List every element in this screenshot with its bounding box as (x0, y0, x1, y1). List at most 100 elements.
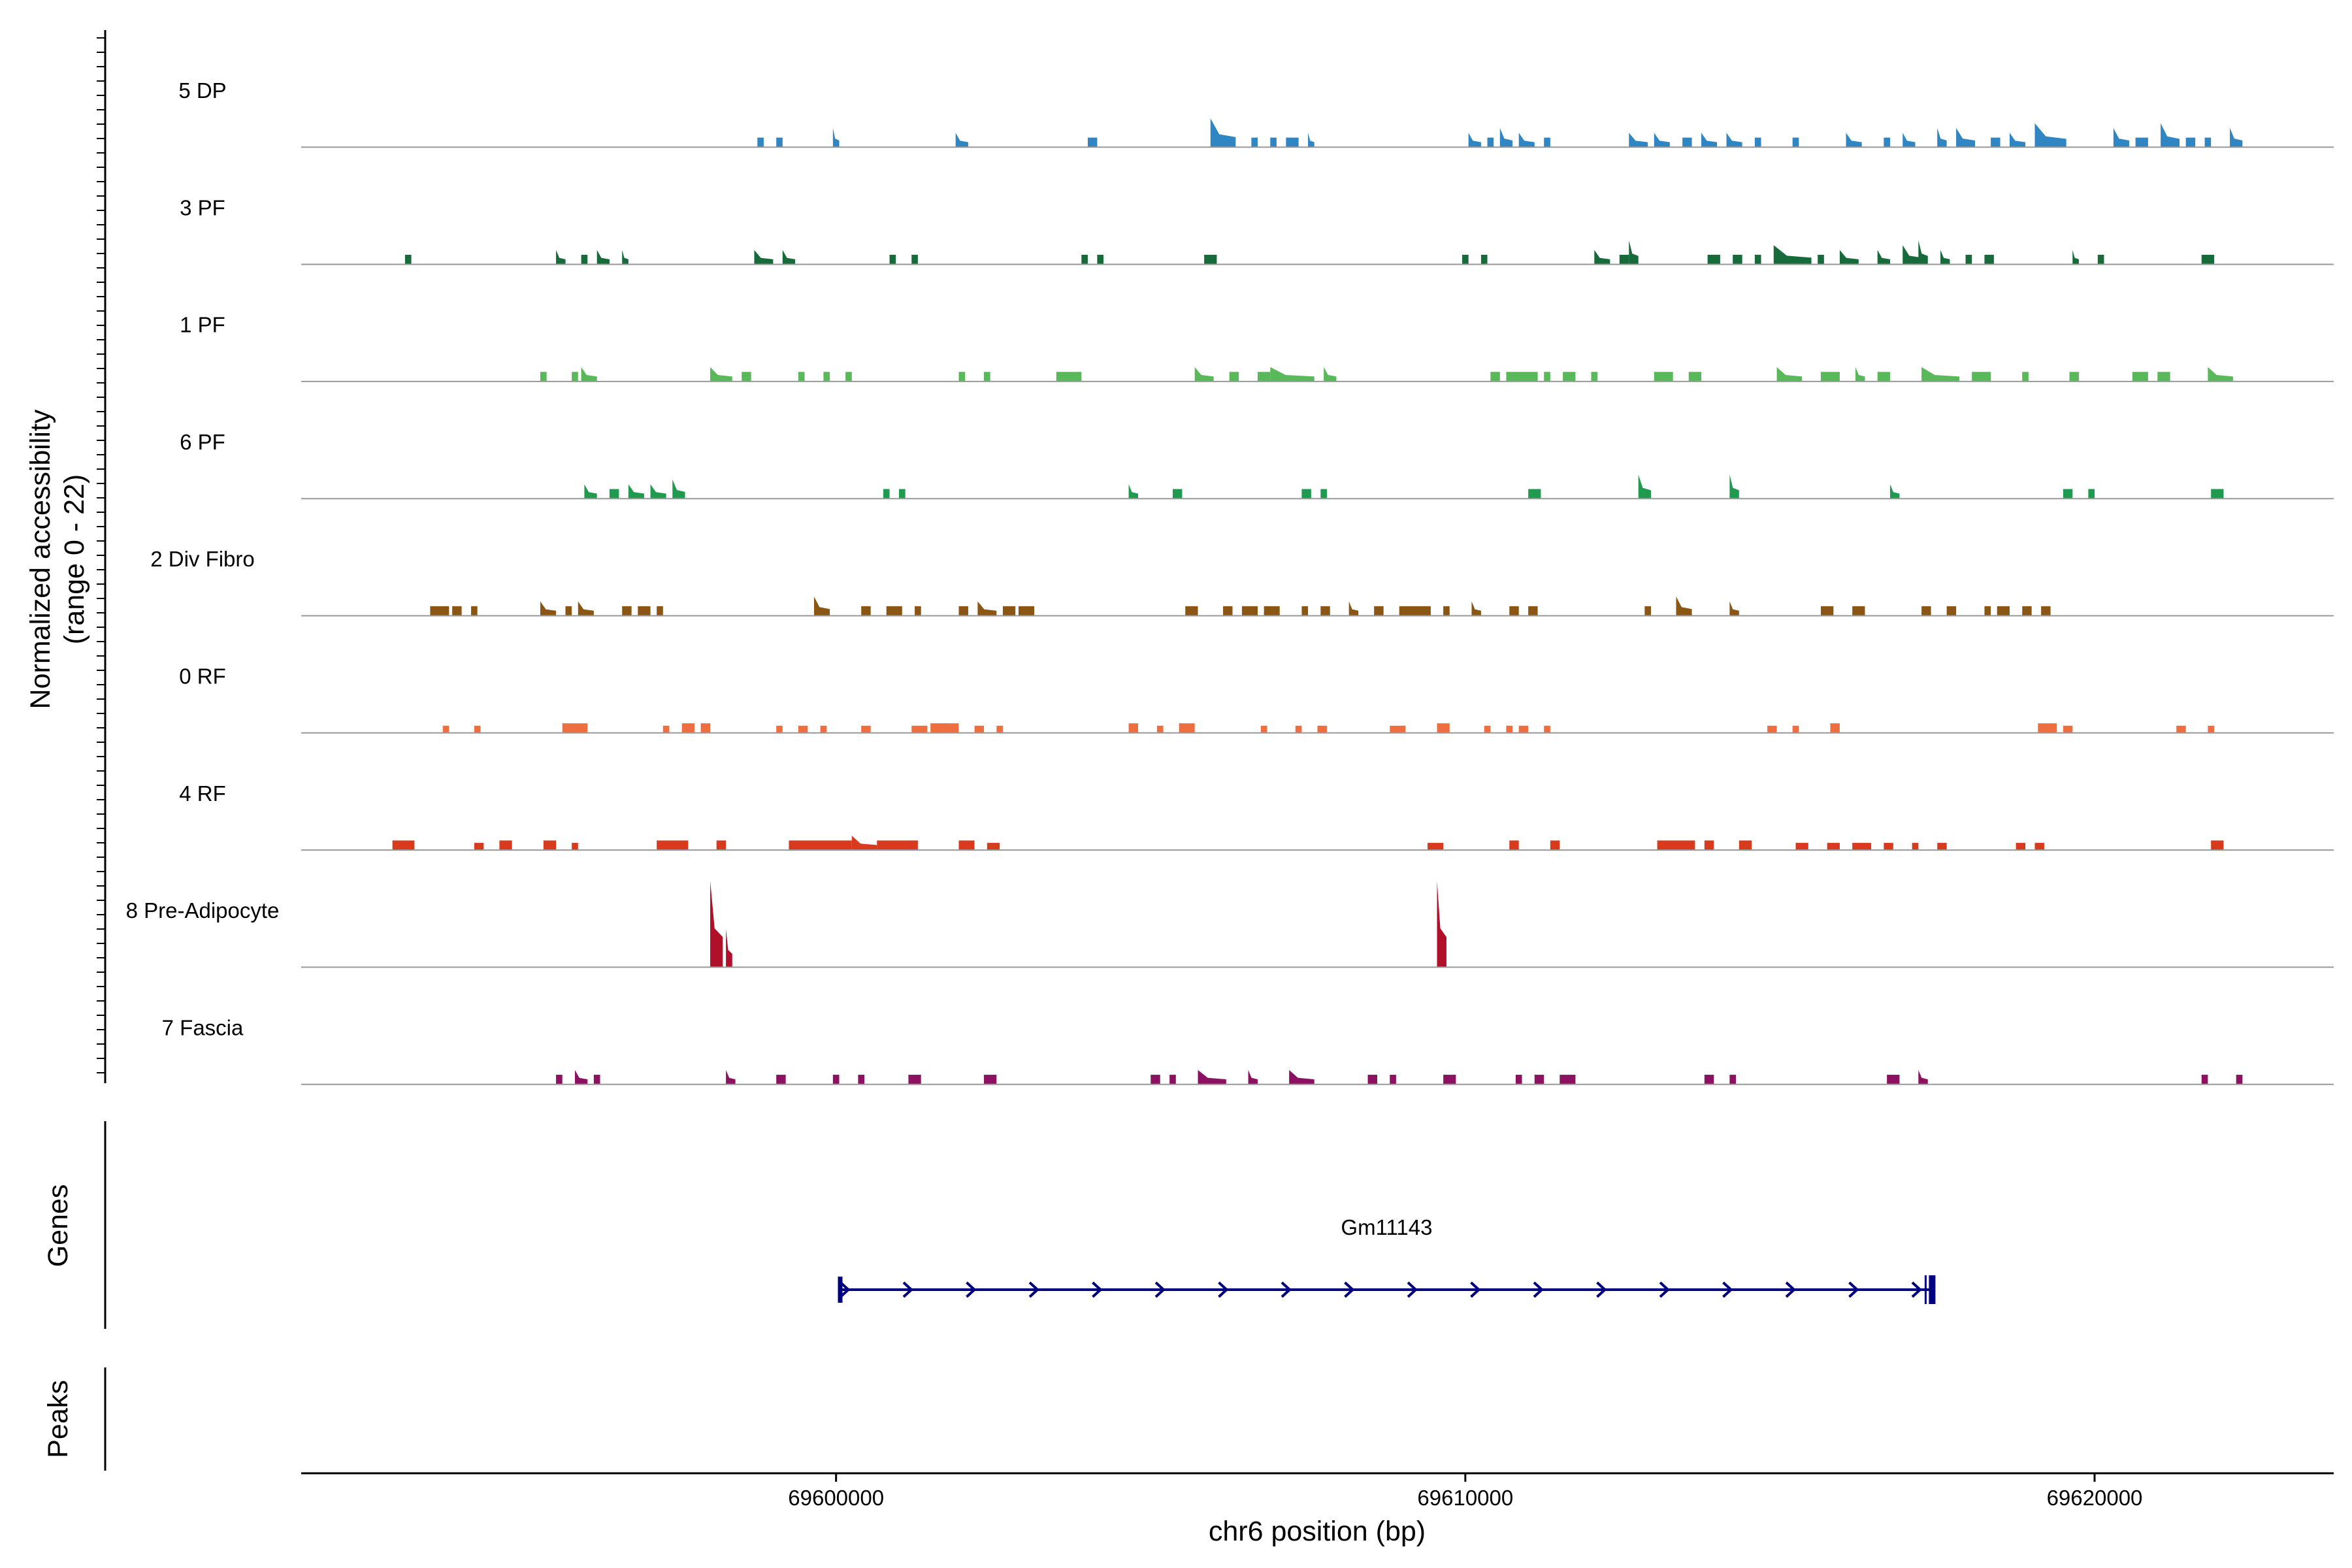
coverage-peak (1654, 372, 1673, 382)
coverage-peak (2230, 127, 2243, 148)
coverage-peak (1210, 118, 1236, 148)
coverage-peak (1019, 606, 1035, 616)
coverage-peak (2088, 489, 2095, 499)
coverage-peak (1682, 137, 1692, 148)
coverage-peak (776, 1075, 786, 1085)
coverage-peak (1128, 484, 1138, 499)
coverage-peak (861, 606, 871, 616)
coverage-peak (1821, 606, 1834, 616)
x-tick-label: 69600000 (788, 1486, 884, 1510)
gene-track: Gm11143 (838, 1215, 1936, 1304)
coverage-peak (1544, 372, 1550, 382)
coverage-peak (1903, 133, 1916, 148)
coverage-peak (657, 606, 663, 616)
coverage-peak (1821, 372, 1840, 382)
coverage-peak (581, 367, 597, 382)
coverage-peak (540, 601, 557, 616)
coverage-peak (877, 840, 918, 851)
coverage-peak (474, 843, 484, 851)
coverage-peak (984, 1075, 997, 1085)
coverage-peak (977, 601, 997, 616)
coverage-peak (1707, 254, 1720, 265)
coverage-peak (1179, 723, 1195, 733)
coverage-peak (883, 489, 890, 499)
coverage-peak (1260, 725, 1267, 733)
coverage-peak (1087, 137, 1098, 148)
coverage-peak (1704, 1075, 1714, 1085)
coverage-peak (1729, 1075, 1736, 1085)
coverage-peak (1480, 254, 1488, 265)
coverage-peak (974, 725, 985, 733)
coverage-peak (1198, 1070, 1226, 1085)
coverage-peak (1484, 725, 1491, 733)
coverage-peak (1499, 127, 1513, 148)
coverage-peak (798, 725, 808, 733)
coverage-peak (1795, 843, 1808, 851)
track-5-dp: 5 DP (178, 78, 2334, 148)
coverage-peak (2204, 137, 2212, 148)
coverage-peak (1921, 367, 1959, 382)
coverage-peak (1830, 723, 1840, 733)
coverage-peak (1320, 606, 1330, 616)
coverage-peak (1591, 372, 1598, 382)
track-label: 2 Div Fibro (150, 547, 255, 571)
coverage-peak (1229, 372, 1239, 382)
coverage-peak (1877, 372, 1890, 382)
gene-exon (838, 1277, 843, 1303)
coverage-peak (832, 127, 840, 148)
coverage-peak (776, 725, 783, 733)
coverage-peak (1903, 245, 1922, 265)
gene-strand-arrow (1659, 1281, 1670, 1298)
coverage-peak (1390, 1075, 1396, 1085)
coverage-peak (1128, 723, 1138, 733)
coverage-peak (657, 840, 689, 851)
coverage-peak (1846, 133, 1862, 148)
coverage-peak (710, 881, 723, 968)
coverage-peak (1921, 606, 1931, 616)
gene-strand-arrow (902, 1281, 913, 1298)
coverage-peak (2185, 137, 2196, 148)
coverage-peak (710, 367, 732, 382)
coverage-peak (1629, 133, 1648, 148)
coverage-peak (832, 1075, 840, 1085)
coverage-peak (1733, 254, 1742, 265)
coverage-peak (1428, 843, 1444, 851)
coverage-peak (2022, 606, 2032, 616)
coverage-peak (716, 840, 727, 851)
coverage-peak (1550, 840, 1560, 851)
gene-strand-arrow (1092, 1281, 1103, 1298)
coverage-peak (1818, 254, 1824, 265)
gene-strand-arrow (966, 1281, 977, 1298)
coverage-peak (798, 372, 805, 382)
coverage-peak (2201, 1075, 2208, 1085)
track-label: 3 PF (180, 195, 225, 220)
coverage-peak (622, 606, 632, 616)
coverage-peak (1544, 725, 1550, 733)
coverage-peak (2097, 254, 2104, 265)
coverage-peak (1518, 133, 1535, 148)
coverage-peak (1301, 489, 1311, 499)
coverage-peak (1956, 127, 1975, 148)
coverage-peak (1657, 840, 1695, 851)
coverage-peak (1654, 133, 1670, 148)
gene-exon (1929, 1275, 1936, 1304)
coverage-peak (1270, 367, 1315, 382)
coverage-peak (2161, 123, 2180, 148)
gene-strand-arrow (1281, 1281, 1292, 1298)
coverage-peak (578, 601, 594, 616)
gene-strand-arrow (1154, 1281, 1166, 1298)
coverage-peak (1487, 137, 1494, 148)
coverage-peak (1937, 843, 1947, 851)
y-axis-label-line2: (range 0 - 22) (59, 474, 90, 645)
coverage-peak (939, 723, 959, 733)
coverage-peak (823, 372, 830, 382)
coverage-peak (1688, 372, 1702, 382)
coverage-peak (1792, 137, 1799, 148)
coverage-peak (1462, 254, 1469, 265)
coverage-peak (1289, 1070, 1315, 1085)
coverage-peak (540, 372, 547, 382)
gene-model: Gm11143 (838, 1215, 1936, 1304)
coverage-peak (556, 1075, 563, 1085)
gene-strand-arrow (1911, 1281, 1922, 1298)
coverage-peak (1918, 240, 1928, 265)
